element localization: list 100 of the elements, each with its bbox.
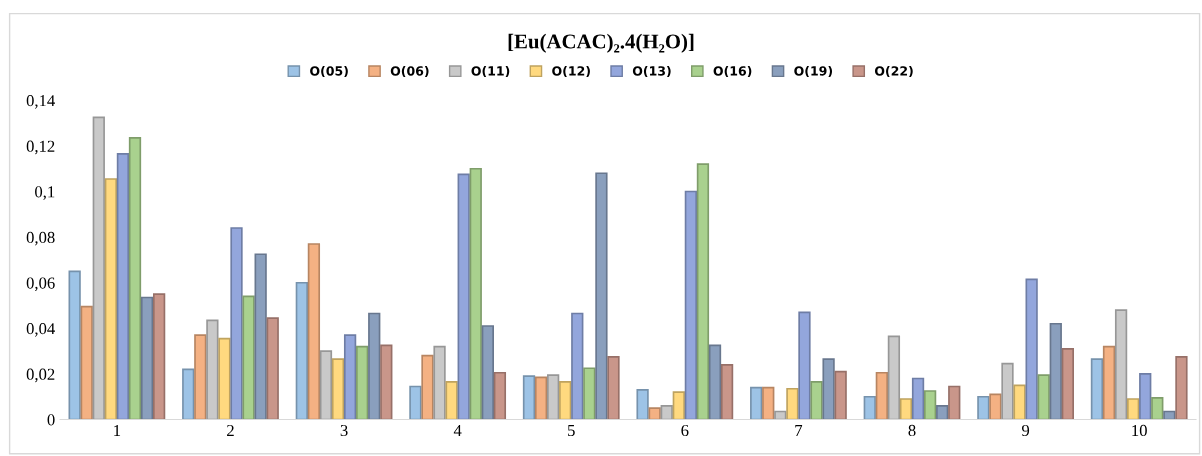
bar [948, 385, 961, 420]
bar [80, 305, 93, 420]
bar [923, 390, 937, 420]
legend-label: O(16) [713, 65, 752, 78]
legend-label: O(12) [552, 65, 590, 78]
bar [230, 227, 243, 420]
bar [1175, 355, 1188, 420]
bar [1127, 398, 1140, 420]
bar [786, 387, 799, 420]
bar [559, 381, 572, 420]
bar [696, 163, 710, 420]
legend-label: O(22) [874, 65, 913, 78]
bar [68, 270, 81, 420]
x-tick-label: 10 [1132, 424, 1147, 437]
bar [1061, 348, 1074, 420]
bar [822, 358, 835, 420]
bar [571, 312, 584, 420]
bar [887, 335, 901, 420]
bar [750, 386, 763, 420]
x-tick-label: 9 [1021, 424, 1030, 437]
bar [128, 137, 142, 420]
bar [409, 385, 422, 420]
legend-label: O(05) [310, 65, 348, 78]
bar [1090, 358, 1104, 420]
x-tick-label: 5 [568, 425, 575, 437]
bar [977, 395, 990, 420]
y-tick-label: 0,06 [26, 277, 55, 292]
bar [863, 395, 876, 420]
bar [116, 153, 130, 420]
y-tick-label: 0,1 [35, 186, 55, 200]
bar [636, 389, 649, 420]
bar [445, 381, 458, 420]
bar [356, 345, 369, 420]
bar [295, 281, 308, 420]
legend-label: O(13) [632, 65, 671, 78]
bar [875, 371, 888, 420]
bar [481, 325, 494, 420]
bar [1163, 410, 1176, 420]
bar [660, 405, 673, 420]
x-tick-label: 4 [453, 424, 462, 436]
y-tick-label: 0,08 [26, 231, 55, 246]
y-tick-label: 0,14 [26, 95, 55, 109]
bar [762, 386, 775, 420]
x-tick-label: 2 [227, 424, 234, 436]
bar [1013, 384, 1026, 420]
bar [421, 354, 434, 420]
x-tick-label: 1 [114, 424, 121, 436]
legend-label: O(19) [794, 65, 833, 78]
bar [595, 172, 608, 420]
bar [936, 405, 949, 420]
legend-label: O(06) [390, 65, 429, 78]
chart-title: [Eu(ACAC)₂.4(H₂O)] [508, 33, 694, 53]
x-tick-label: 8 [908, 424, 916, 437]
bar [684, 190, 698, 420]
bar [607, 355, 620, 420]
y-tick-label: 0,02 [26, 368, 55, 383]
x-tick-label: 3 [340, 424, 348, 437]
x-tick-label: 7 [795, 425, 803, 436]
bar [331, 358, 345, 420]
y-tick-label: 0 [47, 414, 55, 426]
bar [206, 319, 219, 420]
bar [583, 367, 596, 420]
bar [266, 317, 279, 420]
bar [152, 293, 166, 420]
bar [182, 368, 195, 420]
bar [834, 370, 847, 420]
bar [708, 344, 722, 420]
y-tick-label: 0,12 [26, 140, 55, 155]
bar [433, 345, 446, 420]
bar [798, 311, 811, 420]
bar [534, 376, 548, 420]
bar [254, 253, 267, 420]
bar [774, 410, 787, 420]
bar [1049, 322, 1062, 420]
bar [469, 167, 482, 420]
bar [493, 371, 507, 420]
bar [307, 243, 321, 420]
bar [1001, 362, 1014, 420]
y-tick-label: 0,04 [26, 323, 55, 337]
bar [547, 374, 560, 420]
bar [522, 375, 536, 420]
bar [911, 377, 925, 420]
bar [242, 295, 255, 420]
bar [810, 381, 823, 420]
bar [457, 173, 470, 420]
bar [1025, 278, 1038, 420]
bar [380, 344, 393, 420]
legend-label: O(11) [471, 65, 510, 78]
bar [218, 337, 231, 420]
bar [194, 334, 207, 420]
bar [720, 363, 734, 420]
bar [343, 334, 357, 420]
bar [368, 312, 381, 420]
bar [319, 350, 333, 420]
bar [140, 296, 154, 420]
bar [1139, 373, 1152, 420]
bar [672, 391, 685, 420]
bar [1114, 309, 1128, 420]
bar [104, 178, 118, 420]
bar [1151, 397, 1164, 420]
